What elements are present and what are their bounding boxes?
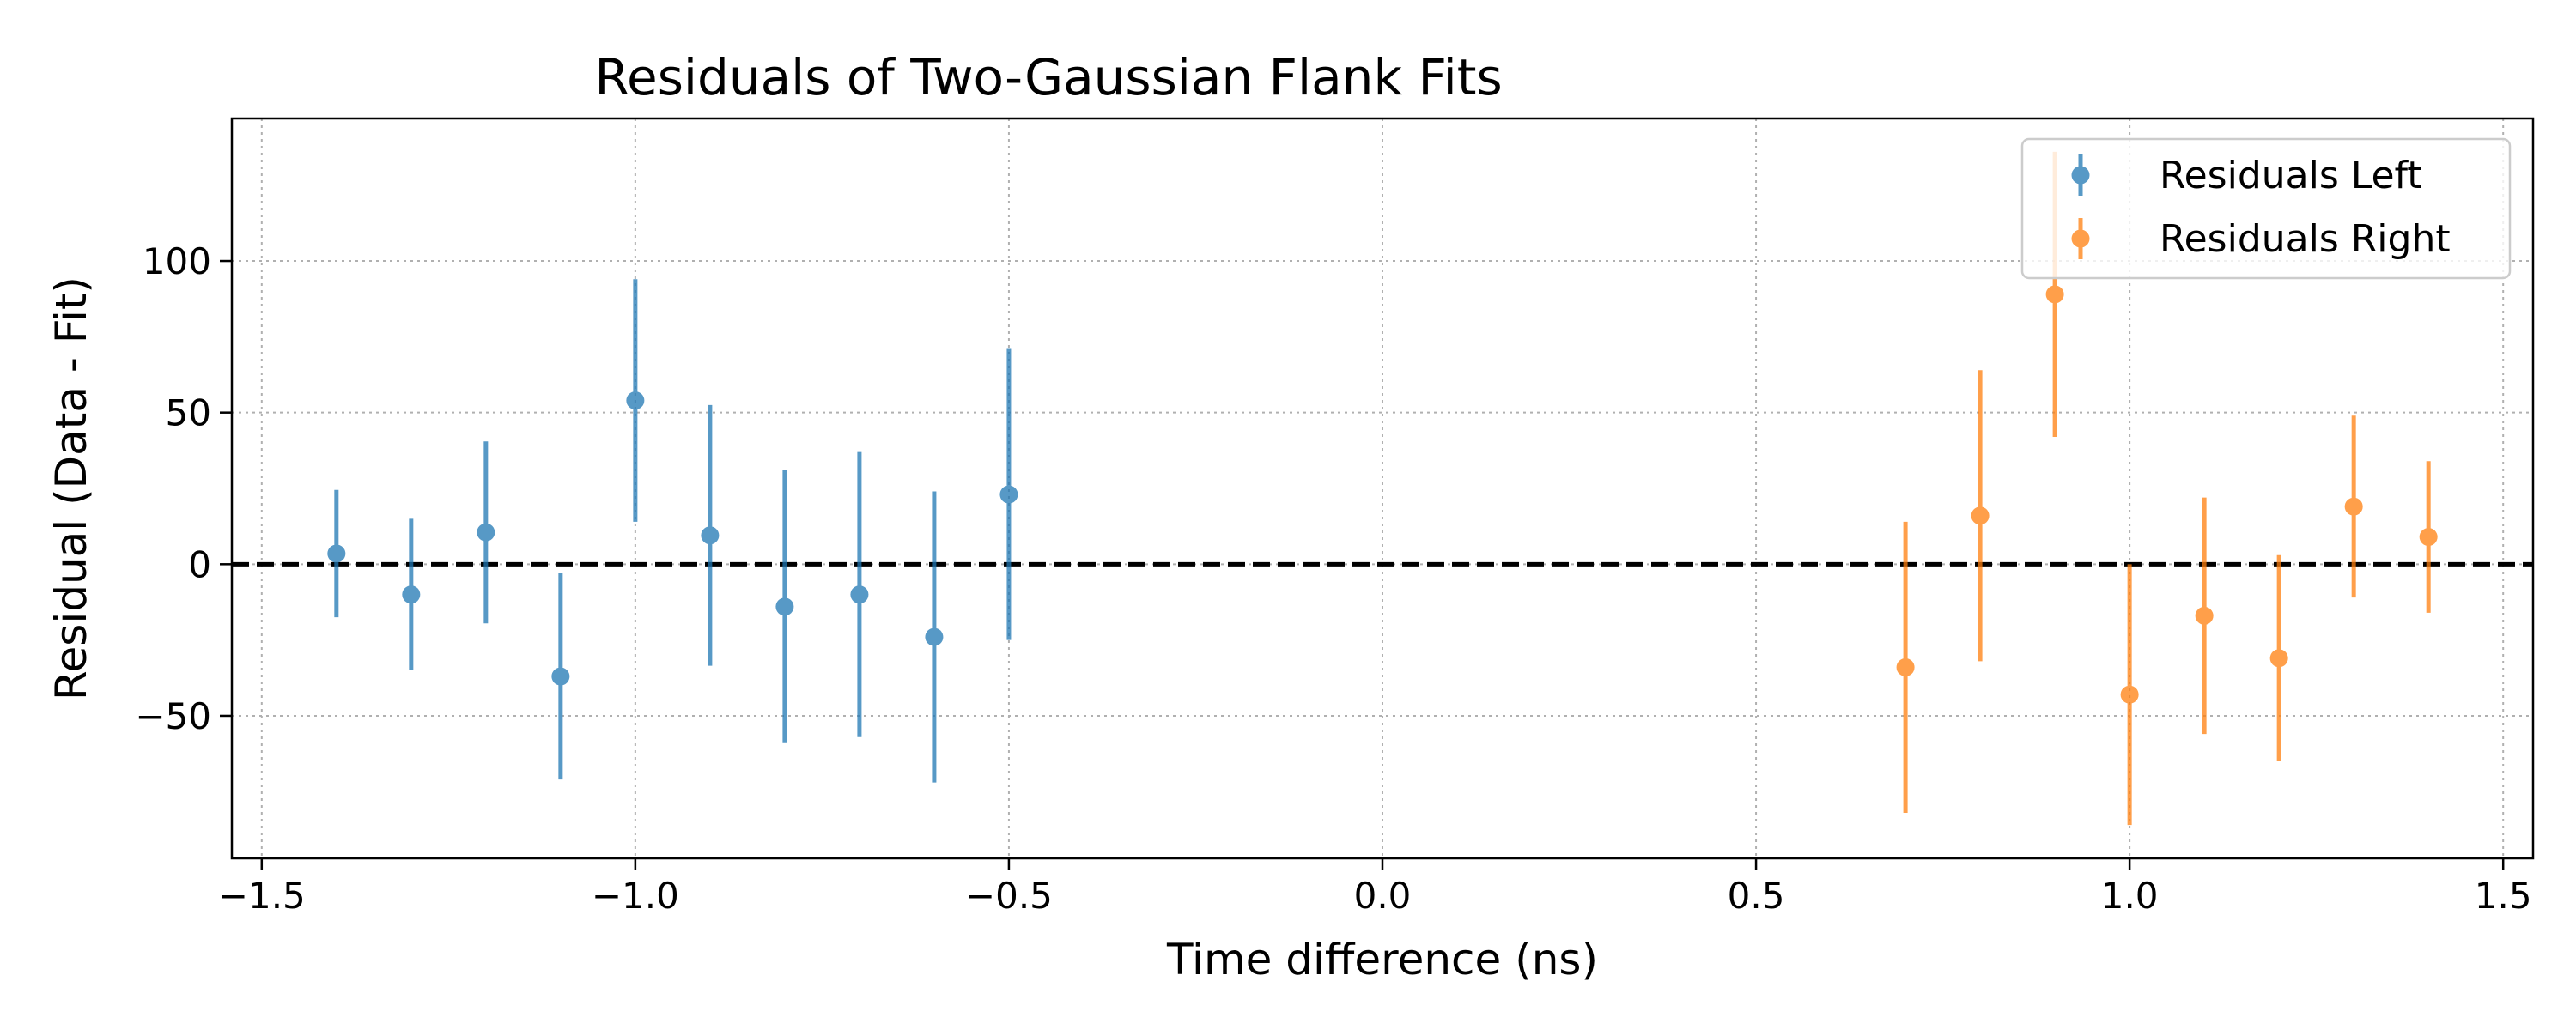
data-point xyxy=(1896,657,1915,676)
chart-title: Residuals of Two-Gaussian Flank Fits xyxy=(594,48,1502,106)
x-axis-label: Time difference (ns) xyxy=(1166,935,1598,985)
data-point xyxy=(701,526,720,545)
legend-label: Residuals Right xyxy=(2160,217,2451,261)
legend-marker xyxy=(2071,166,2090,185)
x-tick-label: 1.5 xyxy=(2475,875,2532,917)
x-tick-label: −0.5 xyxy=(965,875,1053,917)
data-point xyxy=(2120,685,2139,704)
data-point xyxy=(925,627,944,646)
data-point xyxy=(2344,497,2363,516)
x-tick-label: −1.0 xyxy=(592,875,679,917)
x-tick-label: 0.5 xyxy=(1728,875,1785,917)
series-residuals-left xyxy=(327,279,1018,783)
legend: Residuals Left Residuals Right xyxy=(2020,137,2512,280)
legend-frame xyxy=(2020,137,2512,280)
y-tick-label: 0 xyxy=(188,543,211,585)
series-residuals-right xyxy=(1896,151,2438,826)
legend-entry xyxy=(2071,154,2090,196)
x-tick-label: 1.0 xyxy=(2101,875,2159,917)
series-layer xyxy=(327,151,2438,826)
data-point xyxy=(999,485,1018,504)
legend-marker xyxy=(2071,229,2090,248)
data-point xyxy=(2419,528,2438,547)
data-point xyxy=(477,523,495,542)
y-tick-label: −50 xyxy=(135,695,211,737)
data-point xyxy=(2195,606,2214,625)
data-point xyxy=(327,544,346,563)
data-point xyxy=(775,597,794,616)
axis-ticks: −1.5 −1.0 −0.5 0.0 0.5 1.0 1.5 −50 0 50 100 xyxy=(135,240,2531,917)
x-tick-label: 0.0 xyxy=(1354,875,1412,917)
data-point xyxy=(626,391,645,410)
y-axis-label: Residual (Data - Fit) xyxy=(46,276,96,700)
y-tick-label: 50 xyxy=(166,392,211,434)
data-point xyxy=(2269,649,2288,668)
data-point xyxy=(402,585,421,604)
data-point xyxy=(551,667,570,686)
legend-label: Residuals Left xyxy=(2160,154,2422,197)
data-point xyxy=(850,585,869,604)
y-tick-label: 100 xyxy=(143,240,211,282)
x-tick-label: −1.5 xyxy=(218,875,306,917)
data-point xyxy=(2045,285,2064,304)
legend-entry xyxy=(2071,218,2090,259)
data-point xyxy=(1971,506,1990,525)
